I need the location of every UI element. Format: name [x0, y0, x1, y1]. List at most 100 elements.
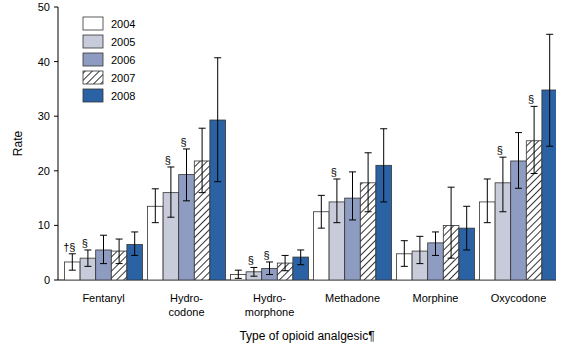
x-tick-label: Morphine: [413, 292, 459, 304]
error-cap: [531, 173, 538, 174]
error-stem: [502, 157, 503, 212]
error-stem: [285, 255, 286, 270]
error-cap: [266, 261, 273, 262]
error-cap: [183, 148, 190, 149]
error-cap: [282, 270, 289, 271]
error-cap: [116, 263, 123, 264]
error-bar: [448, 187, 455, 258]
error-stem: [72, 254, 73, 270]
error-bar: [318, 195, 325, 228]
error-bar: [167, 167, 174, 217]
error-stem: [202, 128, 203, 192]
error-cap: [250, 267, 257, 268]
error-cap: [167, 217, 174, 218]
error-cap: [131, 255, 138, 256]
error-cap: [152, 222, 159, 223]
error-bar: [463, 206, 470, 250]
legend-label: 2008: [111, 90, 135, 102]
y-tick-label: 0: [44, 274, 50, 286]
error-cap: [214, 181, 221, 182]
error-cap: [235, 270, 242, 271]
error-cap: [432, 231, 439, 232]
error-bar: [100, 235, 107, 263]
error-stem: [487, 179, 488, 223]
legend-label: 2005: [111, 36, 135, 48]
y-tick-label: 40: [38, 56, 50, 68]
error-bar: [416, 236, 423, 263]
error-stem: [87, 250, 88, 266]
error-cap: [484, 222, 491, 223]
error-cap: [100, 263, 107, 264]
annotation: §: [497, 144, 503, 156]
x-tick-line: Fentanyl: [82, 292, 124, 304]
annotation: §: [528, 93, 534, 105]
error-stem: [466, 206, 467, 250]
error-cap: [69, 253, 76, 254]
error-bar: [531, 106, 538, 173]
error-cap: [448, 258, 455, 259]
bars: [65, 34, 557, 280]
y-tick: [54, 280, 58, 281]
error-cap: [515, 188, 522, 189]
error-bar: [365, 153, 372, 212]
error-cap: [333, 178, 340, 179]
error-cap: [401, 240, 408, 241]
y-tick: [54, 170, 58, 171]
error-cap: [84, 249, 91, 250]
error-stem: [518, 133, 519, 189]
error-cap: [266, 274, 273, 275]
x-tick-label: Hydro-codone: [168, 292, 204, 318]
error-stem: [134, 232, 135, 255]
y-tick: [54, 116, 58, 117]
error-bar: [69, 254, 76, 270]
error-bar: [152, 189, 159, 223]
bar: [542, 90, 556, 280]
error-cap: [282, 255, 289, 256]
error-cap: [365, 211, 372, 212]
error-cap: [546, 34, 553, 35]
error-cap: [116, 239, 123, 240]
error-bar: [349, 172, 356, 220]
error-bar: [214, 58, 221, 182]
x-tick-line: morphone: [245, 306, 295, 318]
x-tick-label: Oxycodone: [491, 292, 547, 304]
error-cap: [235, 278, 242, 279]
error-cap: [131, 231, 138, 232]
error-cap: [546, 146, 553, 147]
legend-swatch: [83, 89, 103, 102]
error-bar: [515, 133, 522, 189]
error-cap: [416, 263, 423, 264]
annotation: §: [331, 166, 337, 178]
error-stem: [419, 236, 420, 263]
legend-label: 2004: [111, 18, 135, 30]
error-bar: [266, 262, 273, 275]
legend-swatch: [83, 53, 103, 66]
error-bar: [546, 34, 553, 146]
legend-label: 2007: [111, 72, 135, 84]
error-cap: [448, 187, 455, 188]
x-tick-line: Hydro-: [170, 292, 203, 304]
x-tick-line: Morphine: [413, 292, 459, 304]
annotation: §: [248, 254, 254, 266]
error-stem: [435, 232, 436, 255]
error-bar: [250, 267, 257, 276]
error-stem: [269, 262, 270, 275]
error-stem: [238, 270, 239, 278]
error-bar: [199, 128, 206, 192]
error-stem: [217, 58, 218, 182]
error-cap: [349, 219, 356, 220]
error-bar: [297, 250, 304, 265]
error-cap: [401, 266, 408, 267]
error-stem: [404, 241, 405, 267]
error-bar: [84, 250, 91, 266]
error-cap: [199, 128, 206, 129]
error-bar: [432, 232, 439, 255]
error-stem: [336, 179, 337, 223]
x-tick-line: Oxycodone: [491, 292, 547, 304]
error-stem: [155, 189, 156, 223]
y-tick: [54, 61, 58, 62]
error-cap: [100, 235, 107, 236]
error-cap: [432, 255, 439, 256]
error-cap: [69, 270, 76, 271]
x-tick-label: Fentanyl: [82, 292, 124, 304]
